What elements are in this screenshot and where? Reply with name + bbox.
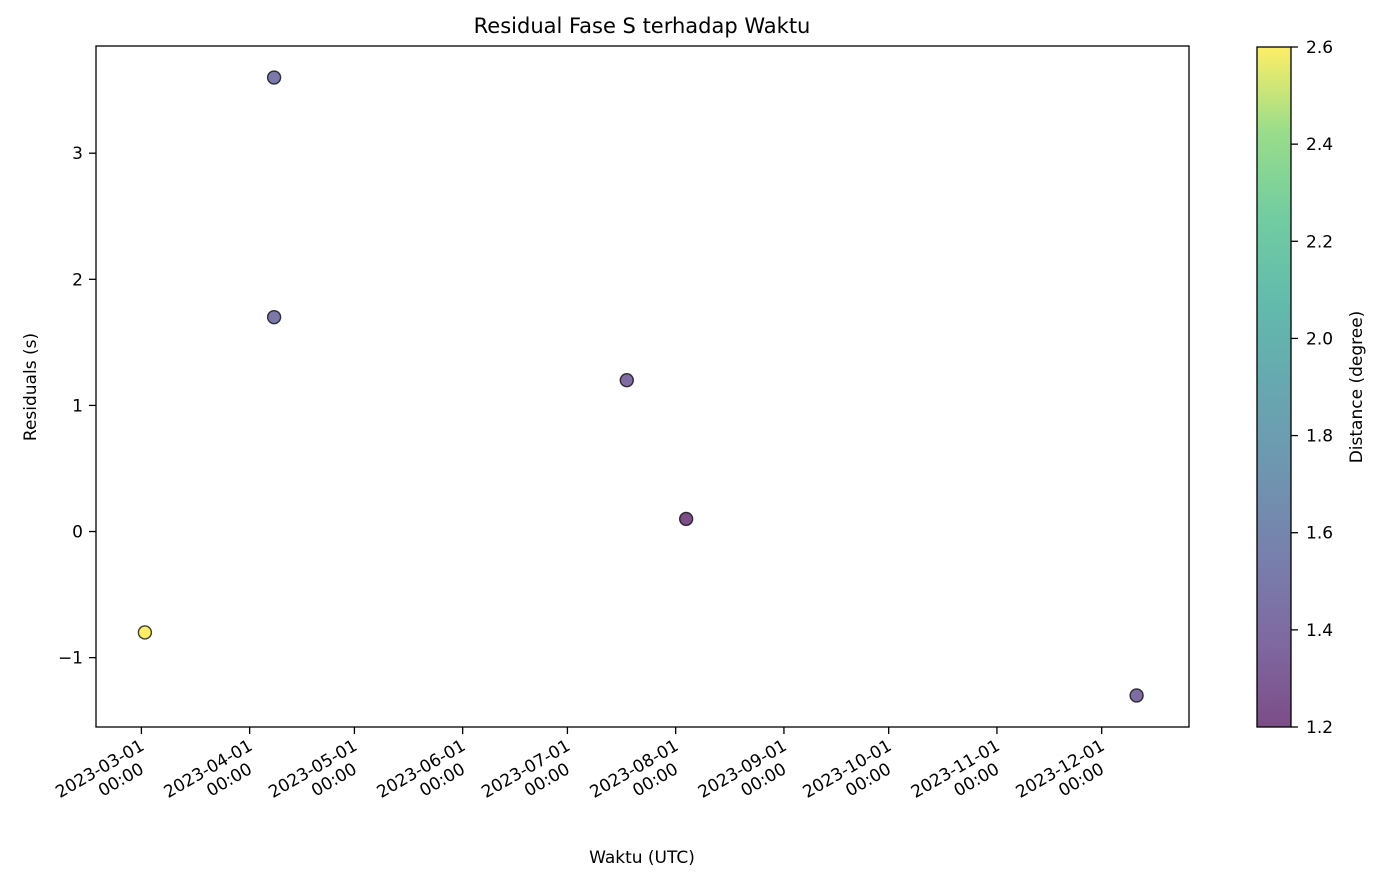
y-axis-label: Residuals (s) xyxy=(21,333,41,441)
colorbar-gradient xyxy=(1257,47,1291,727)
x-tick-label: 2023-12-0100:00 xyxy=(1013,736,1119,820)
x-tick-label: 2023-08-0100:00 xyxy=(587,736,693,820)
x-tick-label: 2023-07-0100:00 xyxy=(478,736,584,820)
x-tick-label: 2023-03-0100:00 xyxy=(52,736,158,820)
data-points xyxy=(137,70,1144,703)
y-tick-label: −1 xyxy=(58,649,83,669)
x-tick-label: 2023-04-0100:00 xyxy=(161,736,267,820)
y-axis: −1 0 1 2 3 xyxy=(58,144,96,669)
scatter-point xyxy=(266,70,282,85)
plot-frame xyxy=(95,45,1190,728)
x-tick-label: 2023-09-0100:00 xyxy=(695,736,801,820)
colorbar-tick-label: 1.6 xyxy=(1306,524,1333,544)
colorbar-frame xyxy=(1256,46,1292,728)
x-tick-label: 2023-05-0100:00 xyxy=(265,736,371,820)
colorbar-tick-label: 1.4 xyxy=(1306,621,1333,641)
chart-title: Residual Fase S terhadap Waktu xyxy=(474,14,811,38)
x-tick-label: 2023-06-0100:00 xyxy=(374,736,480,820)
y-tick-label: 1 xyxy=(72,396,83,416)
colorbar-tick-label: 2.6 xyxy=(1306,38,1333,58)
colorbar-tick-label: 2.0 xyxy=(1306,329,1333,349)
scatter-point xyxy=(266,309,282,325)
x-tick-label: 2023-10-0100:00 xyxy=(800,736,906,820)
colorbar: 1.2 1.4 1.6 1.8 2.0 2.2 2.4 2.6 Distance (degre… xyxy=(1256,38,1367,738)
colorbar-tick-label: 1.2 xyxy=(1306,718,1333,738)
scatter-point xyxy=(678,511,694,527)
scatter-point xyxy=(137,625,153,640)
scatter-point xyxy=(1129,688,1144,703)
colorbar-tick-label: 1.8 xyxy=(1306,427,1333,447)
x-axis: 2023-03-0100:00 2023-04-0100:00 2023-05-01… xyxy=(52,727,1119,820)
x-axis-label: Waktu (UTC) xyxy=(589,848,695,868)
colorbar-tick-label: 2.2 xyxy=(1306,232,1333,252)
scatter-point xyxy=(619,372,634,388)
y-tick-label: 2 xyxy=(72,270,83,290)
y-tick-label: 0 xyxy=(72,523,83,543)
x-tick-label: 2023-11-0100:00 xyxy=(908,736,1014,820)
y-tick-label: 3 xyxy=(72,144,83,164)
colorbar-tick-label: 2.4 xyxy=(1306,135,1333,155)
colorbar-label: Distance (degree) xyxy=(1347,311,1367,464)
